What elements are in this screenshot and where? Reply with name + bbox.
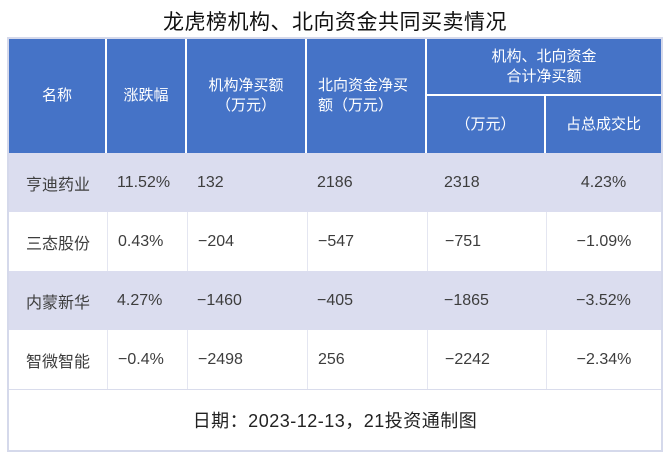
cell-ratio: 4.23%: [580, 173, 627, 191]
cell-inst: −1460: [197, 291, 242, 309]
header-combined-group: 机构、北向资金 合计净买额: [427, 39, 661, 96]
cell-combined: −1865: [444, 291, 489, 309]
table-body: 亨迪药业 11.52% 132 2186 2318 4.23% 三态股份 0.4…: [9, 153, 661, 389]
cell-ratio: −2.34%: [546, 330, 661, 389]
header-north-net-buy: 北向资金净买 额（万元）: [307, 39, 427, 153]
cell-ratio: −3.52%: [576, 291, 631, 309]
cell-inst: −204: [187, 212, 307, 271]
header-change: 涨跌幅: [107, 39, 187, 153]
data-table: 名称 涨跌幅 机构净买额 （万元） 北向资金净买 额（万元） 机构、北向资金 合…: [7, 37, 663, 452]
cell-inst: 132: [197, 173, 224, 191]
cell-north: −547: [307, 212, 427, 271]
cell-change: 0.43%: [107, 212, 187, 271]
header-combined-ratio: 占总成交比: [546, 96, 661, 153]
cell-change: −0.4%: [107, 330, 187, 389]
cell-north: 256: [307, 330, 427, 389]
table-footer-note: 日期：2023-12-13，21投资通制图: [9, 389, 661, 450]
cell-change: 11.52%: [117, 173, 171, 191]
table-row: 内蒙新华 4.27% −1460 −405 −1865 −3.52%: [9, 271, 661, 330]
cell-combined: −751: [427, 212, 546, 271]
cell-north: 2186: [317, 173, 353, 191]
header-combined-amount: （万元）: [427, 96, 546, 153]
cell-name: 内蒙新华: [25, 294, 90, 312]
cell-combined: 2318: [444, 173, 480, 191]
table-row: 智微智能 −0.4% −2498 256 −2242 −2.34%: [9, 330, 661, 389]
chart-title: 龙虎榜机构、北向资金共同买卖情况: [163, 11, 507, 34]
header-inst-net-buy: 机构净买额 （万元）: [187, 39, 307, 153]
cell-north: −405: [317, 291, 354, 309]
cell-ratio: −1.09%: [546, 212, 661, 271]
table-row: 三态股份 0.43% −204 −547 −751 −1.09%: [9, 212, 661, 271]
table-row: 亨迪药业 11.52% 132 2186 2318 4.23%: [9, 153, 661, 212]
cell-change: 4.27%: [117, 291, 163, 309]
cell-combined: −2242: [427, 330, 546, 389]
header-name: 名称: [9, 39, 107, 153]
table-header: 名称 涨跌幅 机构净买额 （万元） 北向资金净买 额（万元） 机构、北向资金 合…: [9, 39, 661, 153]
cell-name: 三态股份: [25, 235, 90, 253]
cell-name: 智微智能: [25, 353, 90, 371]
cell-name: 亨迪药业: [25, 176, 90, 194]
cell-inst: −2498: [187, 330, 307, 389]
